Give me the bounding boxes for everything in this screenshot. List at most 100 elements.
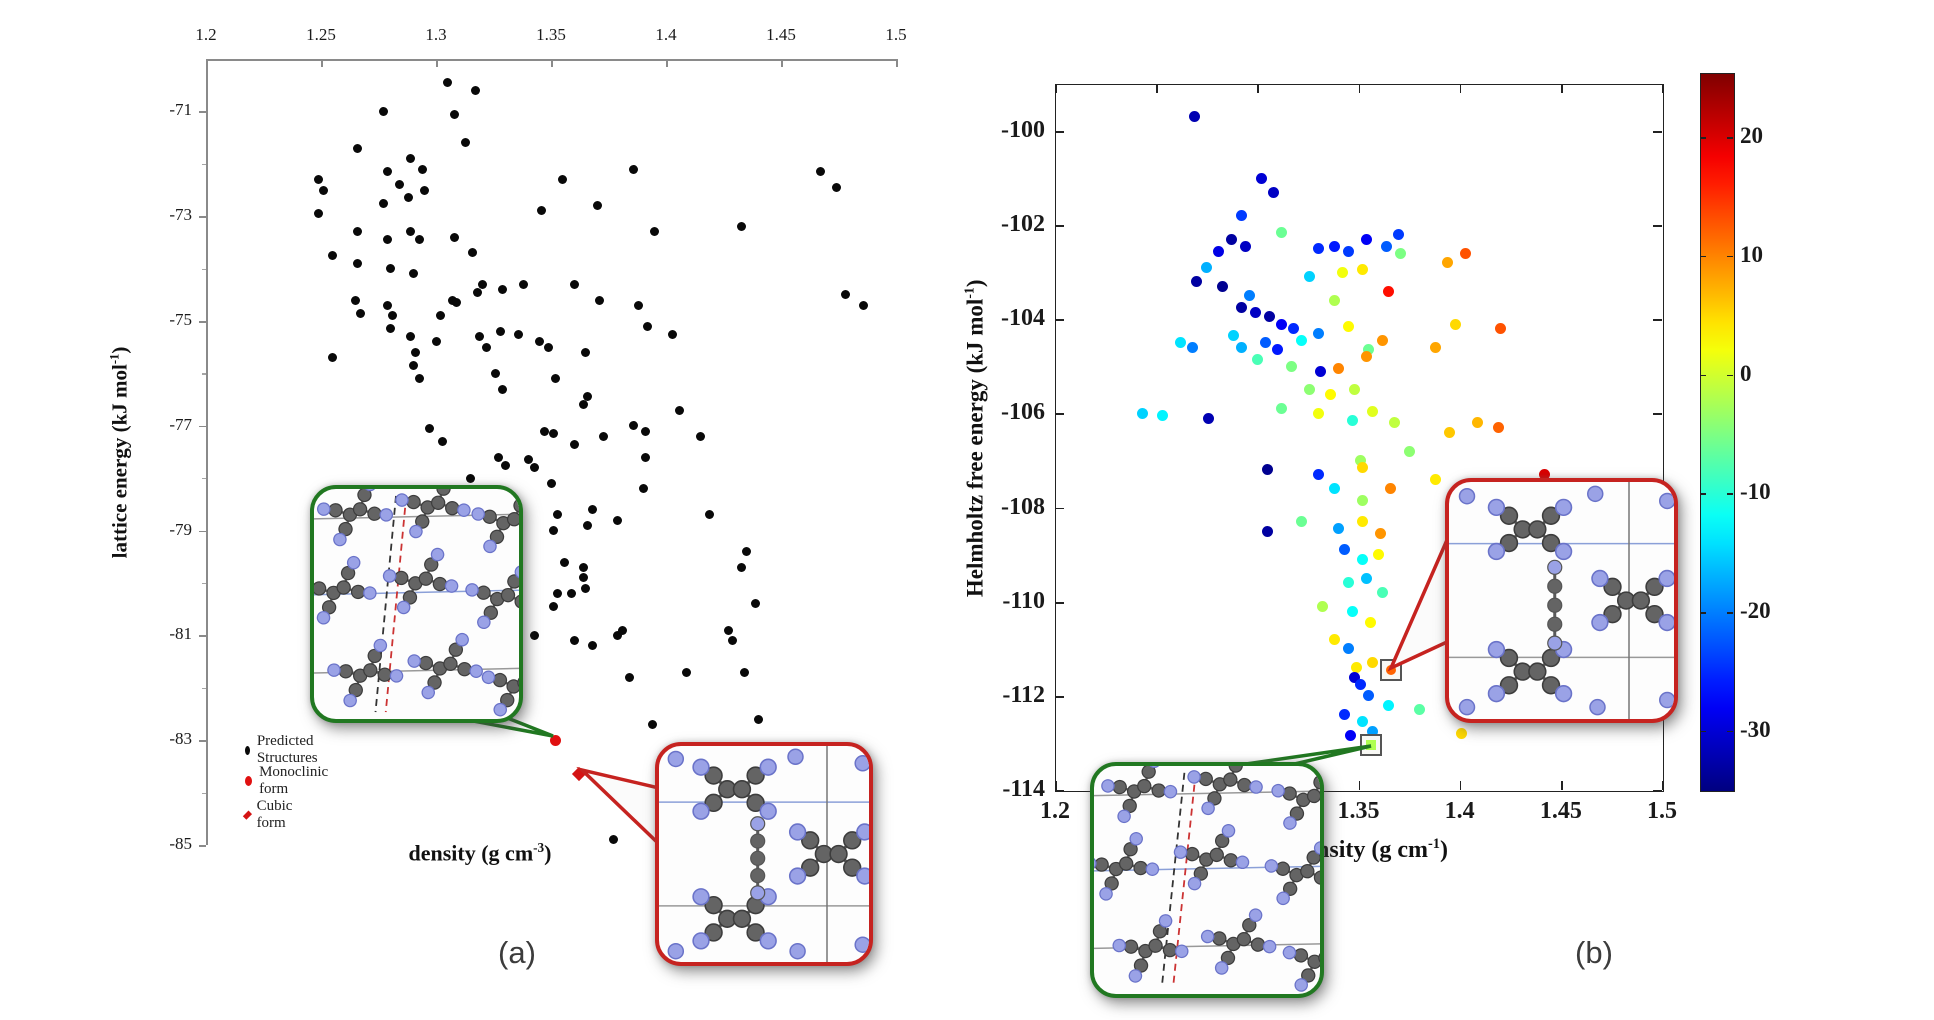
scatter-point-b <box>1344 730 1356 742</box>
colorbar-tick-label: -20 <box>1740 597 1771 623</box>
scatter-point-a <box>815 167 825 177</box>
scatter-point-b <box>1296 335 1308 346</box>
scatter-point-a <box>629 164 639 174</box>
scatter-point-a <box>737 562 747 572</box>
scatter-point-a <box>417 164 427 174</box>
scatter-point-b <box>1413 704 1425 716</box>
scatter-point-b <box>1235 302 1247 314</box>
scatter-point-a <box>548 526 558 536</box>
nitrogen-atom <box>854 936 869 953</box>
scatter-point-b <box>1187 342 1199 354</box>
scatter-point-b <box>1361 233 1373 245</box>
plot-a-x-tick <box>896 59 898 67</box>
plot-b-y-tick <box>1055 225 1064 227</box>
scatter-point-b <box>1191 276 1203 288</box>
plot-b-x-top-tick <box>1459 84 1462 93</box>
scatter-point-b <box>1389 417 1401 429</box>
atom <box>750 850 766 866</box>
pointer-a-red <box>576 766 661 849</box>
scatter-point-a <box>328 251 337 260</box>
panel-a-label: (a) <box>498 935 536 970</box>
plot-b-x-tick <box>1055 781 1057 790</box>
scatter-point-a <box>523 455 533 465</box>
tcne-molecule <box>395 489 471 539</box>
nitrogen-atom <box>1458 698 1476 716</box>
plot-a-y-tick <box>199 321 206 323</box>
scatter-point-b <box>1201 262 1213 274</box>
plot-b-x-top-tick <box>1358 84 1361 93</box>
scatter-point-a <box>723 625 733 635</box>
scatter-point-b <box>1363 344 1375 356</box>
nitrogen-atom <box>1659 691 1674 709</box>
scatter-point-a <box>530 630 540 640</box>
scatter-point-a <box>355 308 365 318</box>
scatter-point-a <box>383 167 393 177</box>
plot-b-y-tick-label: -104 <box>1001 305 1045 332</box>
colorbar-tick-label: 0 <box>1740 360 1752 386</box>
scatter-point-b <box>1472 417 1484 429</box>
scatter-point-a <box>675 405 685 415</box>
scatter-point-a <box>840 290 850 300</box>
colorbar-tick-label: -30 <box>1740 716 1771 742</box>
plot-b-y-right-tick <box>1653 319 1662 322</box>
scatter-point-b <box>1450 318 1462 330</box>
scatter-point-b <box>1243 290 1255 302</box>
scatter-point-a <box>633 300 643 310</box>
legend-marker-black-dot <box>245 745 250 755</box>
scatter-point-a <box>751 599 761 609</box>
scatter-point-a <box>560 557 570 567</box>
tcne-molecule <box>1271 772 1320 830</box>
scatter-point-a <box>668 329 678 339</box>
scatter-point-b <box>1263 311 1275 323</box>
plot-b-x-tick-label: 1.45 <box>1539 798 1582 824</box>
pointer-b-red <box>1387 539 1449 672</box>
scatter-point-a <box>353 143 363 153</box>
scatter-point-b <box>1377 335 1389 346</box>
scatter-point-b <box>1255 172 1267 184</box>
legend-marker-red-dot <box>245 776 253 786</box>
plot-a-y-tick-label: -85 <box>169 834 192 853</box>
plot-b-y-tick-label: -100 <box>1001 117 1045 144</box>
atom <box>1547 559 1563 575</box>
scatter-point-a <box>548 429 558 439</box>
plot-b-x-tick-label: 1.2 <box>1040 798 1070 824</box>
tcne-molecule <box>1112 914 1189 983</box>
tcne-molecule <box>692 888 777 950</box>
scatter-point-b <box>1429 473 1441 485</box>
plot-b-y-tick-label: -108 <box>1001 493 1045 520</box>
colorbar-tick <box>1700 730 1706 733</box>
scatter-point-a <box>753 714 763 724</box>
tcne-molecule <box>314 555 377 625</box>
scatter-point-b <box>1357 516 1369 528</box>
nitrogen-atom <box>667 942 685 960</box>
scatter-point-a <box>569 439 579 449</box>
scatter-point-b <box>1312 469 1324 481</box>
scatter-point-b <box>1367 657 1379 669</box>
plot-b-y-tick <box>1055 695 1064 698</box>
scatter-point-a <box>410 347 420 357</box>
scatter-point-a <box>624 672 634 682</box>
scatter-point-a <box>385 264 395 274</box>
scatter-point-b <box>1381 240 1393 252</box>
scatter-point-b <box>1403 445 1415 457</box>
colorbar <box>1700 73 1735 792</box>
scatter-point-b <box>1357 462 1369 474</box>
scatter-point-b <box>1286 360 1298 372</box>
scatter-point-a <box>737 222 747 232</box>
scatter-point-a <box>583 520 593 530</box>
plot-a-x-tick-label: 1.2 <box>195 25 217 44</box>
plot-a-y-tick-label: -77 <box>169 414 192 434</box>
plot-a-x-tick-label: 1.35 <box>536 25 566 44</box>
scatter-point-a <box>406 154 416 164</box>
plot-a-x-tick <box>781 59 783 67</box>
scatter-point-b <box>1217 280 1229 292</box>
nitrogen-atom <box>1589 698 1606 716</box>
plot-a-y-minor-tick <box>202 373 206 375</box>
colorbar-tick-right <box>1727 493 1733 495</box>
scatter-point-b <box>1338 544 1350 556</box>
scatter-point-b <box>1276 403 1288 415</box>
scatter-point-a <box>546 478 556 488</box>
nitrogen-atom <box>1587 485 1604 503</box>
atom <box>750 816 766 832</box>
tcne-molecule <box>316 489 394 547</box>
